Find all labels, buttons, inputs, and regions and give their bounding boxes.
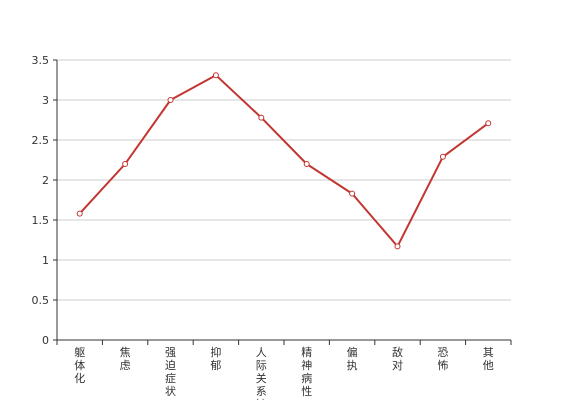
data-point[interactable] <box>76 210 83 217</box>
y-tick-label: 1 <box>42 254 49 267</box>
x-tick-labels: 躯体化 焦虑 强迫症状 抑郁 人际关系敏感 精神病性 偏执 敌对 恐怖 其他 <box>74 345 494 404</box>
y-tick-label: 1.5 <box>32 214 50 227</box>
y-tick-label: 0.5 <box>32 294 50 307</box>
data-point[interactable] <box>122 161 129 167</box>
axes <box>53 59 512 345</box>
data-point[interactable] <box>303 161 310 167</box>
grid-lines <box>57 59 511 301</box>
y-tick-labels: 0 0.5 1 1.5 2 2.5 3 3.5 <box>32 54 50 347</box>
x-tick-label: 精神病性 <box>301 346 312 398</box>
x-tick-label: 偏执 <box>347 345 358 372</box>
data-point[interactable] <box>485 120 492 127</box>
x-tick-label: 强迫症状 <box>165 346 176 398</box>
x-tick-label: 躯体化 <box>74 346 85 385</box>
y-tick-label: 2 <box>42 174 49 187</box>
x-tick-label: 焦虑 <box>120 346 131 372</box>
y-tick-label: 3 <box>42 94 49 107</box>
series-line <box>78 74 489 248</box>
x-tick-label: 人际关系敏感 <box>256 346 267 400</box>
y-tick-label: 2.5 <box>32 134 50 147</box>
x-tick-label: 恐怖 <box>437 346 448 372</box>
x-tick-label: 其他 <box>483 346 494 372</box>
y-tick-label: 3.5 <box>32 54 50 67</box>
x-tick-label: 抑郁 <box>210 345 221 372</box>
data-point[interactable] <box>167 97 174 103</box>
data-point[interactable] <box>439 153 446 160</box>
data-point[interactable] <box>394 243 401 250</box>
x-tick-label: 敌对 <box>392 345 403 372</box>
series <box>76 72 492 250</box>
y-tick-label: 0 <box>42 334 49 347</box>
data-point[interactable] <box>349 190 356 197</box>
data-point[interactable] <box>212 72 219 79</box>
data-point[interactable] <box>258 114 265 121</box>
